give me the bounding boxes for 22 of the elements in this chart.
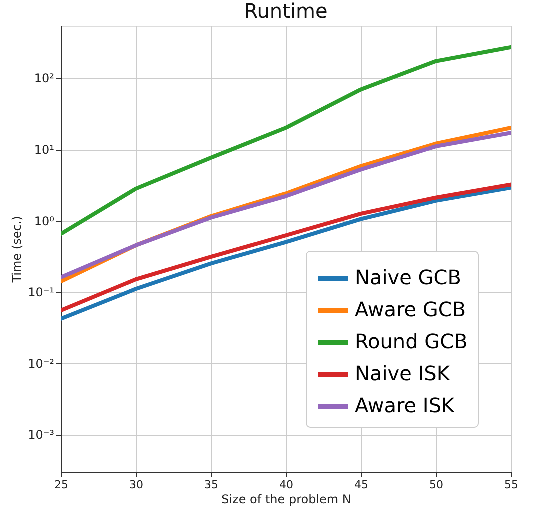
y-tick-label: 10⁰ <box>34 214 55 228</box>
x-tick-label: 40 <box>280 478 294 492</box>
x-tick-label: 25 <box>54 478 68 492</box>
y-axis-title: Time (sec.) <box>10 216 24 284</box>
x-tick-label: 55 <box>504 478 518 492</box>
x-tick-label: 45 <box>354 478 368 492</box>
legend-label: Naive ISK <box>355 362 451 386</box>
legend-label: Round GCB <box>355 330 468 354</box>
x-tick-label: 50 <box>430 478 444 492</box>
chart-title: Runtime <box>244 0 328 23</box>
y-tick-label: 10⁻¹ <box>28 286 55 300</box>
y-tick-label: 10⁻³ <box>28 428 55 442</box>
x-tick-label: 30 <box>130 478 144 492</box>
y-tick-label: 10⁻² <box>28 356 55 371</box>
y-tick-label: 10² <box>34 72 55 86</box>
y-tick-label: 10¹ <box>34 143 55 158</box>
legend-label: Aware ISK <box>355 394 456 418</box>
legend-label: Naive GCB <box>355 266 462 290</box>
x-axis-title: Size of the problem N <box>222 492 352 506</box>
legend-label: Aware GCB <box>355 298 466 322</box>
x-tick-label: 35 <box>204 478 218 492</box>
line-series <box>61 45 511 236</box>
